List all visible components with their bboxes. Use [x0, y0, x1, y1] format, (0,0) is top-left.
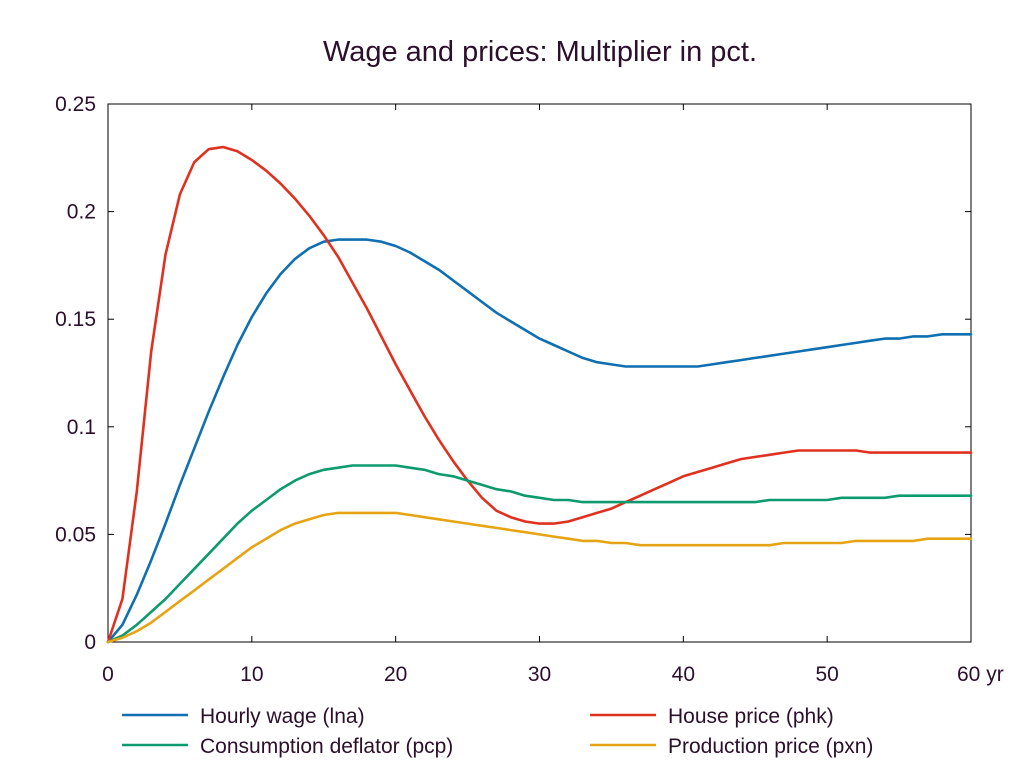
legend-item: Production price (pxn) — [590, 735, 873, 758]
x-tick-label: 50 — [815, 663, 838, 686]
x-tick-label: 0 — [102, 663, 114, 686]
legend: Hourly wage (lna) House price (phk) Consum… — [122, 705, 873, 758]
plot-frame — [107, 103, 972, 643]
legend-item: Hourly wage (lna) — [122, 705, 365, 728]
x-tick-label: 20 — [384, 663, 407, 686]
x-tick-label: 30 — [528, 663, 551, 686]
axes: 0 0.05 0.1 0.15 0.2 0.25 0 10 20 30 40 50 60 yr — [55, 93, 1004, 686]
y-tick-label: 0.1 — [67, 416, 96, 439]
series-line-3 — [106, 464, 973, 644]
y-tick-label: 0.25 — [55, 93, 96, 116]
y-tick-label: 0 — [84, 631, 96, 654]
x-tick-label: 40 — [672, 663, 695, 686]
y-tick-label: 0.05 — [55, 523, 96, 546]
y-tick-label: 0.15 — [55, 308, 96, 331]
series-line-4 — [106, 511, 973, 644]
legend-item: House price (phk) — [590, 705, 834, 728]
legend-label: House price (phk) — [668, 705, 834, 728]
legend-label: Production price (pxn) — [668, 735, 873, 758]
series-line-2 — [106, 145, 973, 644]
series-line-1 — [106, 238, 973, 644]
x-tick-label: 10 — [240, 663, 263, 686]
x-tick-label: 60 yr — [957, 663, 1004, 686]
chart-title: Wage and prices: Multiplier in pct. — [323, 36, 757, 68]
legend-label: Hourly wage (lna) — [200, 705, 365, 728]
y-tick-label: 0.2 — [67, 201, 96, 224]
legend-label: Consumption deflator (pcp) — [200, 735, 453, 758]
series-lines — [106, 145, 973, 644]
legend-item: Consumption deflator (pcp) — [122, 735, 453, 758]
